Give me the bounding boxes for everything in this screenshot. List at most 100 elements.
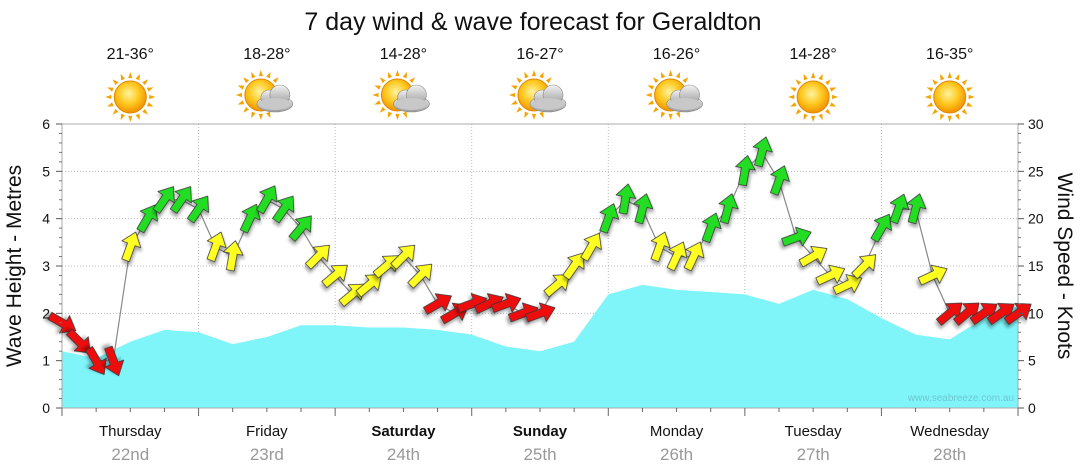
sun-ray bbox=[818, 73, 823, 81]
wind-arrow bbox=[321, 264, 348, 288]
sun-ray bbox=[829, 102, 837, 107]
sun-icon bbox=[924, 72, 975, 122]
sun-ray bbox=[832, 94, 839, 100]
sun-ray bbox=[374, 100, 381, 105]
wind-arrow bbox=[169, 186, 192, 214]
sun-cloud-icon bbox=[235, 70, 294, 120]
sun-ray bbox=[135, 73, 140, 81]
wind-arrow bbox=[770, 165, 790, 196]
day-name-label: Tuesday bbox=[785, 423, 842, 440]
sun-ray bbox=[128, 72, 133, 79]
cloud-fill bbox=[395, 98, 428, 110]
day-labels: Thursday 22nd Friday 23rd Saturday 24th Sunday… bbox=[99, 423, 990, 464]
sun-ray bbox=[266, 71, 271, 79]
sun-ray bbox=[675, 111, 681, 119]
left-axis-label: Wave Height - Metres bbox=[3, 165, 26, 367]
sun-ray bbox=[387, 71, 393, 79]
sun-ray bbox=[251, 111, 256, 119]
wind-arrow bbox=[752, 136, 773, 168]
wind-arrow bbox=[65, 328, 91, 354]
cloud-icon bbox=[529, 84, 567, 113]
sun-ray bbox=[825, 108, 831, 115]
right-axis-tick-label: 10 bbox=[1028, 305, 1044, 321]
sun-ray bbox=[645, 92, 652, 98]
sun-ray bbox=[272, 77, 279, 84]
day-name-label: Friday bbox=[246, 423, 288, 440]
sun-ray bbox=[395, 70, 400, 77]
sun-ray bbox=[107, 102, 114, 107]
sun-ray bbox=[258, 70, 263, 77]
sun-ray bbox=[968, 94, 975, 100]
sun-ray bbox=[926, 102, 934, 107]
wind-arrow bbox=[580, 232, 602, 262]
sun-ray bbox=[966, 102, 973, 107]
sun-ray bbox=[652, 106, 659, 113]
wind-arrow bbox=[206, 231, 227, 263]
sun-icon bbox=[788, 72, 839, 122]
sun-ray bbox=[668, 113, 673, 120]
sun-ray bbox=[142, 108, 148, 115]
sun-ray bbox=[788, 94, 795, 100]
sun-ray bbox=[818, 113, 823, 121]
wind-arrow bbox=[633, 193, 654, 225]
sun-ray bbox=[675, 71, 681, 79]
sun-disc bbox=[796, 80, 830, 114]
day-temperature-label: 18-28° bbox=[243, 46, 290, 63]
sun-cloud-icon bbox=[645, 70, 703, 120]
sun-ray bbox=[531, 113, 537, 120]
sun-ray bbox=[372, 92, 379, 98]
sun-ray bbox=[539, 71, 544, 79]
left-axis-tick-label: 1 bbox=[42, 353, 50, 369]
sun-ray bbox=[395, 113, 400, 120]
sun-ray bbox=[135, 113, 140, 121]
day-temperature-label: 16-26° bbox=[653, 46, 700, 63]
sun-ray bbox=[932, 79, 938, 86]
wind-arrow bbox=[735, 155, 756, 187]
right-axis-label: Wind Speed - Knots bbox=[1053, 173, 1076, 360]
day-name-label: Sunday bbox=[513, 423, 568, 440]
wind-arrow bbox=[136, 204, 158, 234]
wind-arrow bbox=[666, 241, 688, 272]
right-axis-tick-label: 20 bbox=[1028, 211, 1044, 227]
sun-ray bbox=[682, 77, 689, 84]
sun-ray bbox=[531, 70, 537, 77]
day-date-label: 27th bbox=[797, 445, 830, 464]
day-name-label: Monday bbox=[650, 423, 704, 440]
sun-ray bbox=[516, 106, 523, 113]
cloud-icon bbox=[393, 84, 430, 113]
sun-ray bbox=[926, 87, 934, 92]
wind-arrow bbox=[186, 195, 209, 224]
right-axis-tick-label: 5 bbox=[1028, 353, 1036, 369]
wind-arrow bbox=[222, 240, 244, 272]
wind-arrow bbox=[256, 185, 278, 215]
wind-arrow bbox=[239, 203, 261, 234]
sun-ray bbox=[258, 113, 263, 120]
sun-ray bbox=[374, 85, 381, 90]
wind-arrow bbox=[781, 226, 812, 247]
left-axis-tick-label: 3 bbox=[42, 258, 50, 274]
sun-ray bbox=[795, 108, 802, 115]
sun-ray bbox=[107, 87, 114, 92]
wave-height-area bbox=[62, 284, 1018, 408]
wind-arrow bbox=[870, 213, 892, 243]
day-temperature-label: 21-36° bbox=[107, 46, 154, 63]
sun-cloud-icon bbox=[372, 70, 430, 120]
right-axis-tick-label: 15 bbox=[1028, 258, 1044, 274]
right-axis-tick-label: 25 bbox=[1028, 163, 1044, 179]
left-axis-tick-label: 4 bbox=[42, 211, 50, 227]
day-temperature-label: 14-28° bbox=[789, 46, 836, 63]
sun-ray bbox=[237, 85, 245, 90]
wind-arrow bbox=[390, 244, 416, 270]
wind-arrow bbox=[288, 215, 312, 242]
wind-arrow bbox=[599, 203, 620, 234]
sun-ray bbox=[387, 111, 393, 119]
sun-ray bbox=[660, 71, 666, 79]
wind-arrow bbox=[718, 193, 739, 225]
wind-arrow bbox=[851, 254, 877, 280]
sun-ray bbox=[652, 77, 659, 84]
sun-ray bbox=[402, 71, 408, 79]
wind-arrow bbox=[490, 293, 522, 313]
day-temperature-label: 16-35° bbox=[926, 46, 973, 63]
right-axis-ticks: 0 5 10 15 20 25 30 bbox=[1018, 116, 1044, 416]
